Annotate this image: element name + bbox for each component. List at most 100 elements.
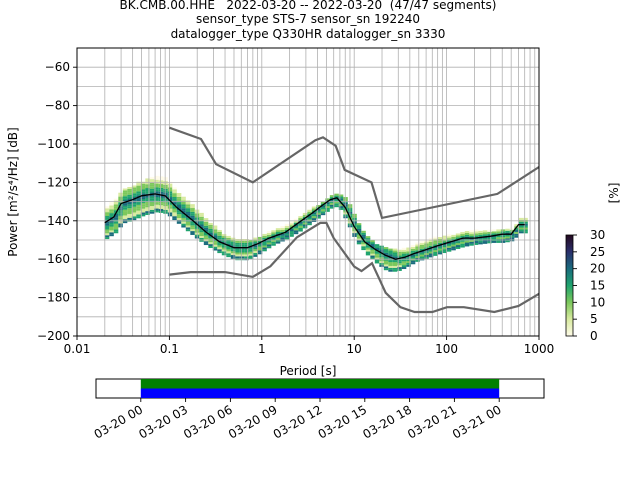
ppsd-cell	[222, 246, 227, 248]
ppsd-cell	[177, 212, 182, 214]
ppsd-cell	[159, 203, 164, 205]
ppsd-cell	[150, 187, 155, 189]
ppsd-cell	[208, 246, 213, 248]
ppsd-cell	[298, 228, 303, 230]
ppsd-cell	[375, 260, 380, 262]
ppsd-cell	[262, 234, 267, 236]
ppsd-cell	[307, 217, 312, 219]
ppsd-cell	[303, 224, 308, 226]
ppsd-cell	[402, 263, 407, 265]
ppsd-cell	[136, 193, 141, 195]
ppsd-cell	[136, 212, 141, 214]
ppsd-cell	[393, 262, 398, 264]
ppsd-cell	[186, 227, 191, 229]
ppsd-cell	[487, 237, 492, 239]
ppsd-cell	[136, 216, 141, 218]
ppsd-cell	[240, 245, 245, 247]
y-tick-label: −100	[37, 137, 70, 151]
ppsd-cell	[388, 266, 393, 268]
ppsd-cell	[271, 232, 276, 234]
y-axis-label: Power [m²/s⁴/Hz] [dB]	[6, 127, 20, 256]
ppsd-cell	[253, 238, 258, 240]
ppsd-cell	[127, 218, 132, 220]
ppsd-cell	[118, 223, 123, 225]
ppsd-cell	[181, 197, 186, 199]
ppsd-cell	[159, 197, 164, 199]
ppsd-cell	[451, 237, 456, 239]
ppsd-cell	[123, 215, 128, 217]
ppsd-cell	[127, 193, 132, 195]
ppsd-cell	[505, 231, 510, 233]
ppsd-cell	[123, 198, 128, 200]
ppsd-cell	[379, 263, 384, 265]
ppsd-cell	[375, 261, 380, 263]
ppsd-cell	[447, 250, 452, 252]
ppsd-cell	[208, 231, 213, 233]
ppsd-cell	[240, 256, 245, 258]
ppsd-cell	[411, 247, 416, 249]
ppsd-cell	[433, 250, 438, 252]
ppsd-cell	[217, 249, 222, 251]
ppsd-cell	[150, 191, 155, 193]
ppsd-cell	[159, 209, 164, 211]
ppsd-cell	[186, 208, 191, 210]
ppsd-cell	[190, 229, 195, 231]
ppsd-cell	[361, 246, 366, 248]
ppsd-cell	[285, 237, 290, 239]
ppsd-cell	[204, 228, 209, 230]
ppsd-cell	[384, 264, 389, 266]
ppsd-cell	[496, 229, 501, 231]
ppsd-cell	[109, 225, 114, 227]
ppsd-cell	[438, 249, 443, 251]
ppsd-cell	[447, 236, 452, 238]
ppsd-cell	[523, 227, 528, 229]
ppsd-cell	[519, 226, 524, 228]
ppsd-cell	[334, 194, 339, 196]
ppsd-cell	[172, 212, 177, 214]
ppsd-cell	[388, 252, 393, 254]
ppsd-cell	[217, 245, 222, 247]
ppsd-cell	[177, 214, 182, 216]
timeline-bar	[141, 379, 499, 389]
ppsd-cell	[208, 242, 213, 244]
ppsd-cell	[150, 204, 155, 206]
ppsd-heatmap	[105, 176, 528, 272]
y-axis-ticks: −60−80−100−120−140−160−180−200	[37, 60, 77, 343]
ppsd-cell	[393, 252, 398, 254]
ppsd-cell	[168, 207, 173, 209]
ppsd-cell	[217, 251, 222, 253]
ppsd-cell	[204, 224, 209, 226]
ppsd-cell	[469, 232, 474, 234]
timeline-tick-label: 03-20 09	[226, 402, 280, 441]
ppsd-cell	[438, 250, 443, 252]
ppsd-cell	[388, 260, 393, 262]
ppsd-cell	[393, 249, 398, 251]
ppsd-cell	[168, 189, 173, 191]
ppsd-cell	[523, 222, 528, 224]
ppsd-cell	[172, 191, 177, 193]
ppsd-cell	[424, 251, 429, 253]
ppsd-cell	[190, 233, 195, 235]
ppsd-cell	[496, 237, 501, 239]
ppsd-cell	[231, 255, 236, 257]
ppsd-cell	[361, 248, 366, 250]
ppsd-cell	[204, 237, 209, 239]
ppsd-cell	[226, 251, 231, 253]
ppsd-cell	[105, 235, 110, 237]
ppsd-cell	[442, 245, 447, 247]
x-axis-ticks: 0.01 0.1 1 10 100 1000	[64, 336, 555, 356]
ppsd-cell	[168, 214, 173, 216]
ppsd-cell	[523, 226, 528, 228]
ppsd-cell	[127, 187, 132, 189]
ppsd-cell	[388, 262, 393, 264]
ppsd-cell	[181, 206, 186, 208]
ppsd-cell	[244, 256, 249, 258]
ppsd-cell	[267, 241, 272, 243]
ppsd-cell	[105, 208, 110, 210]
ppsd-cell	[438, 247, 443, 249]
ppsd-cell	[370, 242, 375, 244]
colorbar-tick-label: 15	[590, 279, 605, 293]
ppsd-cell	[280, 236, 285, 238]
ppsd-cell	[208, 240, 213, 242]
timeline-ticks: 03-20 0003-20 0303-20 0603-20 0903-20 12…	[92, 398, 504, 442]
